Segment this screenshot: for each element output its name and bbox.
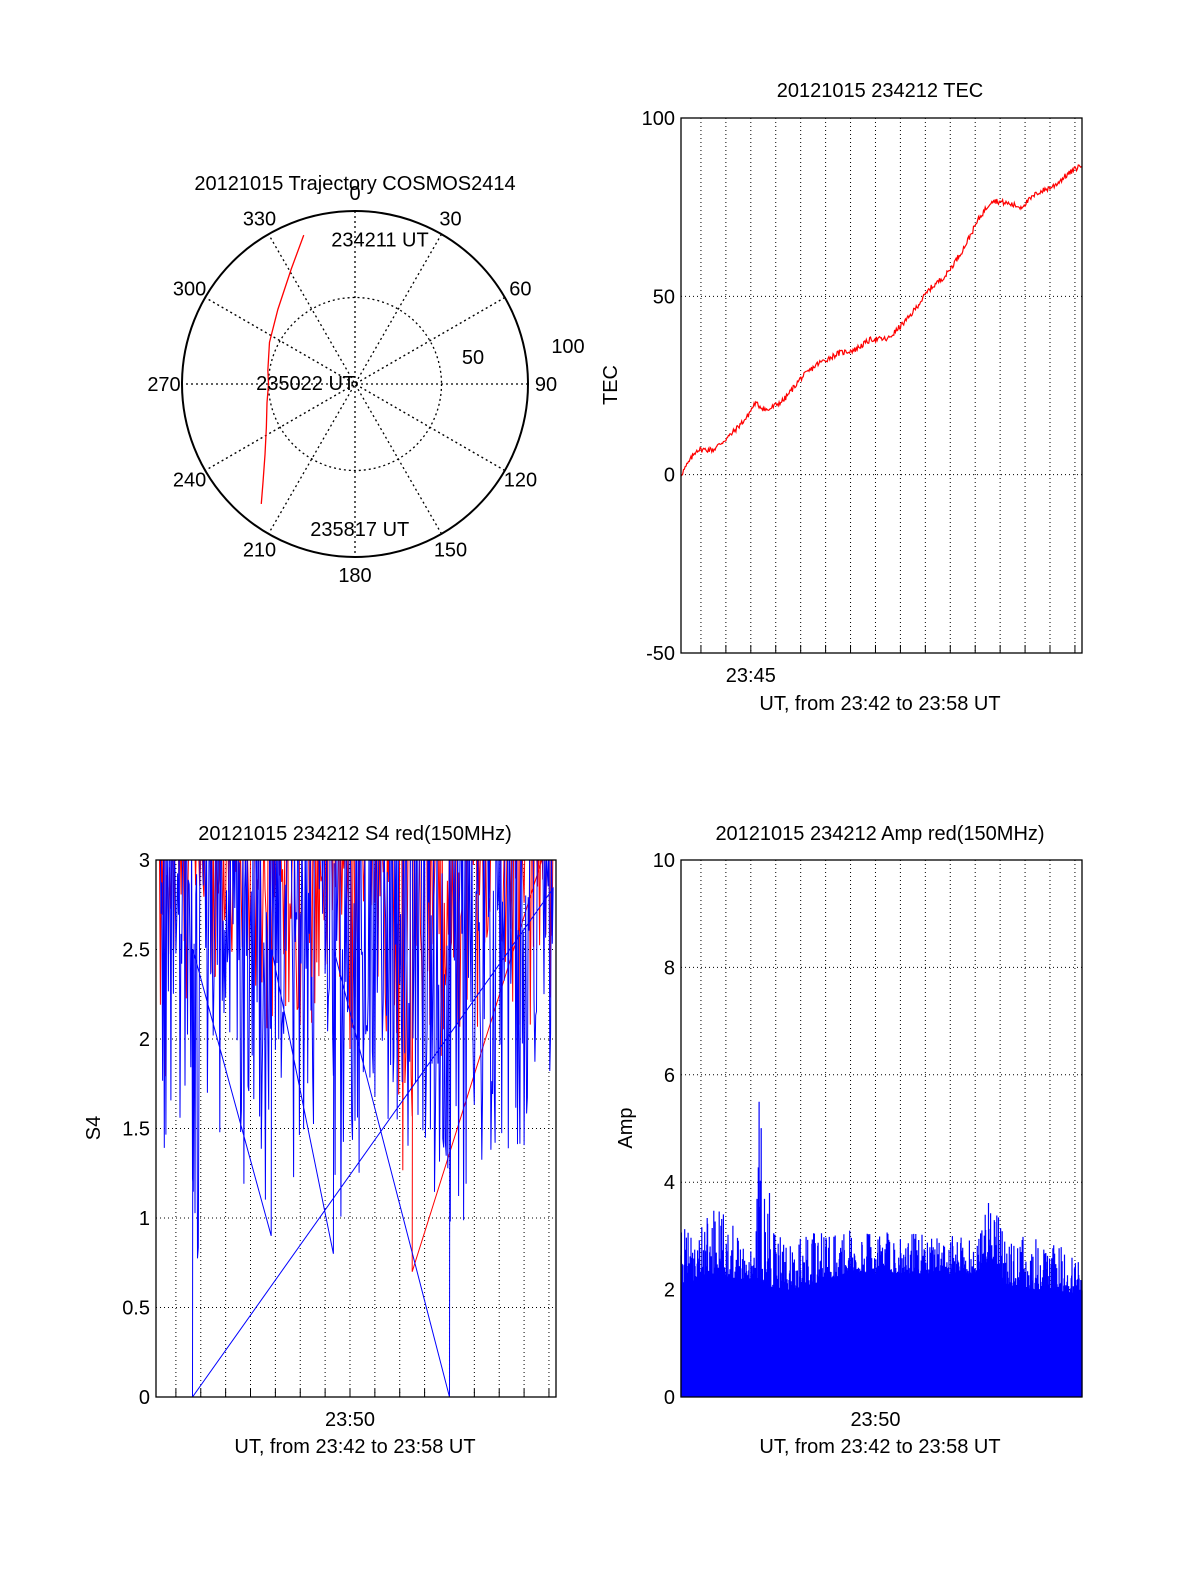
polar-angle-label: 210 bbox=[243, 539, 276, 561]
polar-angle-label: 0 bbox=[349, 183, 360, 205]
tec-y-axis-label: TEC bbox=[600, 365, 622, 405]
polar-radius-labels: 50 100 bbox=[462, 336, 585, 369]
s4-y-axis-label: S4 bbox=[83, 1116, 105, 1140]
amp-y-tick-label: 2 bbox=[664, 1280, 675, 1302]
tec-y-tick-label: 100 bbox=[642, 108, 675, 130]
s4-x-axis-label: UT, from 23:42 to 23:58 UT bbox=[234, 1436, 475, 1458]
polar-angle-label: 300 bbox=[173, 279, 206, 301]
amp-x-axis-label: UT, from 23:42 to 23:58 UT bbox=[759, 1436, 1000, 1458]
amp-y-tick-label: 6 bbox=[664, 1065, 675, 1087]
tec-plot-area: -50 0 50 100 23:45 bbox=[642, 108, 1083, 687]
trajectory-series bbox=[260, 234, 305, 505]
trajectory-time-annotation: 235817 UT bbox=[310, 519, 409, 541]
tec-x-axis-label: UT, from 23:42 to 23:58 UT bbox=[759, 693, 1000, 715]
trajectory-time-annotation: 234211 UT bbox=[331, 230, 428, 252]
polar-angle-label: 60 bbox=[509, 279, 531, 301]
polar-radius-label: 100 bbox=[551, 336, 584, 358]
plot-frame bbox=[680, 859, 1083, 1398]
s4-y-tick-label: 1.5 bbox=[122, 1119, 150, 1141]
amp-y-tick-label: 8 bbox=[664, 957, 675, 979]
polar-angle-label: 240 bbox=[173, 470, 206, 492]
plot-frame bbox=[155, 859, 557, 1398]
s4-plot-area: 0 0.5 1 1.5 2 2.5 3 23:50 bbox=[122, 850, 557, 1431]
tec-series-line bbox=[680, 164, 1082, 477]
tec-chart: 20121015 234212 TEC TEC UT, from 23:42 t… bbox=[600, 80, 1083, 715]
s4-chart: 20121015 234212 S4 red(150MHz) S4 UT, fr… bbox=[83, 823, 557, 1458]
amp-title: 20121015 234212 Amp red(150MHz) bbox=[715, 823, 1044, 845]
tec-y-tick-label: 50 bbox=[653, 286, 675, 308]
s4-y-tick-label: 0 bbox=[139, 1387, 150, 1409]
trajectory-polar-chart: 20121015 Trajectory COSMOS2414 0 30 60 90 12… bbox=[147, 173, 584, 587]
tec-y-tick-label: -50 bbox=[646, 643, 675, 665]
tec-title: 20121015 234212 TEC bbox=[777, 80, 983, 102]
amp-chart: 20121015 234212 Amp red(150MHz) Amp UT, … bbox=[615, 823, 1083, 1458]
polar-angle-label: 330 bbox=[243, 209, 276, 231]
polar-angle-label: 180 bbox=[338, 565, 371, 587]
trajectory-time-annotation: 235022 UT bbox=[256, 373, 355, 395]
s4-y-tick-label: 1 bbox=[139, 1208, 150, 1230]
trajectory-title: 20121015 Trajectory COSMOS2414 bbox=[194, 173, 515, 195]
amp-series-fill bbox=[681, 1271, 1082, 1397]
amp-y-axis-label: Amp bbox=[615, 1107, 637, 1148]
polar-radius-label: 50 bbox=[462, 347, 484, 369]
polar-angle-label: 150 bbox=[434, 539, 467, 561]
trajectory-line bbox=[260, 234, 305, 505]
s4-y-tick-label: 0.5 bbox=[122, 1298, 150, 1320]
s4-y-tick-label: 3 bbox=[139, 850, 150, 872]
polar-angle-label: 270 bbox=[147, 374, 180, 396]
amp-plot-area: 0 2 4 6 8 10 23:50 bbox=[653, 850, 1083, 1431]
amp-y-tick-label: 4 bbox=[664, 1172, 675, 1194]
s4-title: 20121015 234212 S4 red(150MHz) bbox=[198, 823, 512, 845]
plot-frame bbox=[680, 117, 1083, 654]
polar-angle-label: 30 bbox=[439, 209, 461, 231]
amp-y-tick-label: 10 bbox=[653, 850, 675, 872]
trajectory-annotations: 234211 UT 235022 UT 235817 UT bbox=[256, 230, 429, 541]
tec-x-tick-label: 23:45 bbox=[726, 665, 776, 687]
amp-y-tick-label: 0 bbox=[664, 1387, 675, 1409]
polar-angle-labels: 0 30 60 90 120 150 180 210 240 270 300 330 bbox=[147, 183, 557, 587]
polar-angle-label: 90 bbox=[535, 374, 557, 396]
s4-y-tick-label: 2.5 bbox=[122, 940, 150, 962]
s4-x-tick-label: 23:50 bbox=[325, 1409, 375, 1431]
s4-y-tick-label: 2 bbox=[139, 1029, 150, 1051]
s4-blue-series bbox=[159, 860, 554, 1397]
tec-y-tick-label: 0 bbox=[664, 465, 675, 487]
amp-x-tick-label: 23:50 bbox=[850, 1409, 900, 1431]
polar-angle-label: 120 bbox=[504, 470, 537, 492]
